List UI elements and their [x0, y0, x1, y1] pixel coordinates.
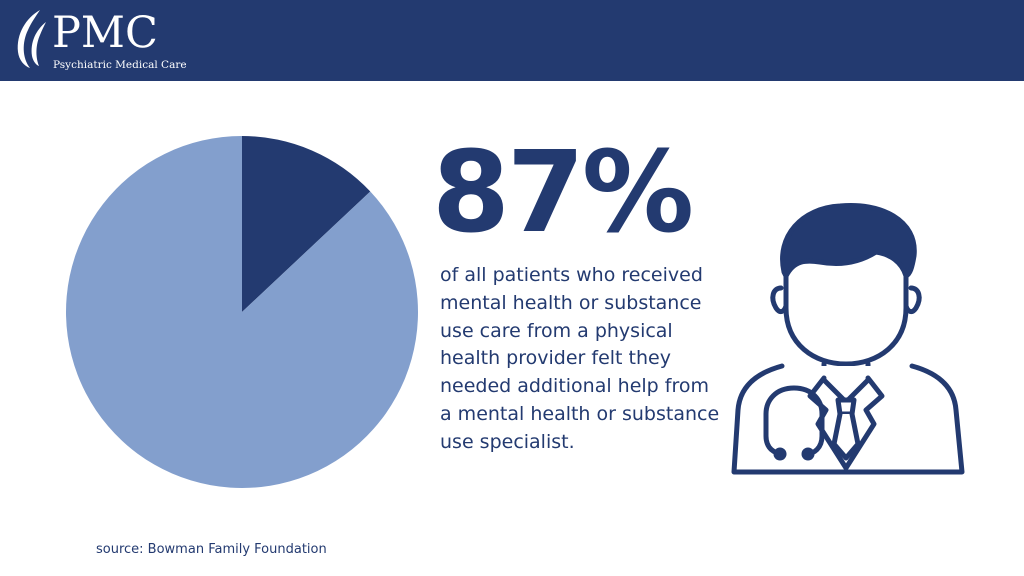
pie-slice-1	[66, 136, 418, 488]
logo-letters: PMC	[52, 8, 158, 58]
doctor-with-stethoscope-icon	[731, 202, 965, 475]
big-stat-value: 87%	[432, 128, 694, 258]
pmc-logo[interactable]: PMC Psychiatric Medical Care	[12, 6, 192, 76]
stat-description: of all patients who received mental heal…	[440, 264, 720, 453]
pie-slice-0	[242, 136, 371, 312]
pie-chart	[66, 136, 418, 488]
logo-tagline: Psychiatric Medical Care	[53, 59, 187, 71]
header-bar: PMC Psychiatric Medical Care	[0, 0, 1024, 81]
leaf-logo-icon	[17, 10, 46, 68]
source-citation: source: Bowman Family Foundation	[96, 542, 327, 557]
